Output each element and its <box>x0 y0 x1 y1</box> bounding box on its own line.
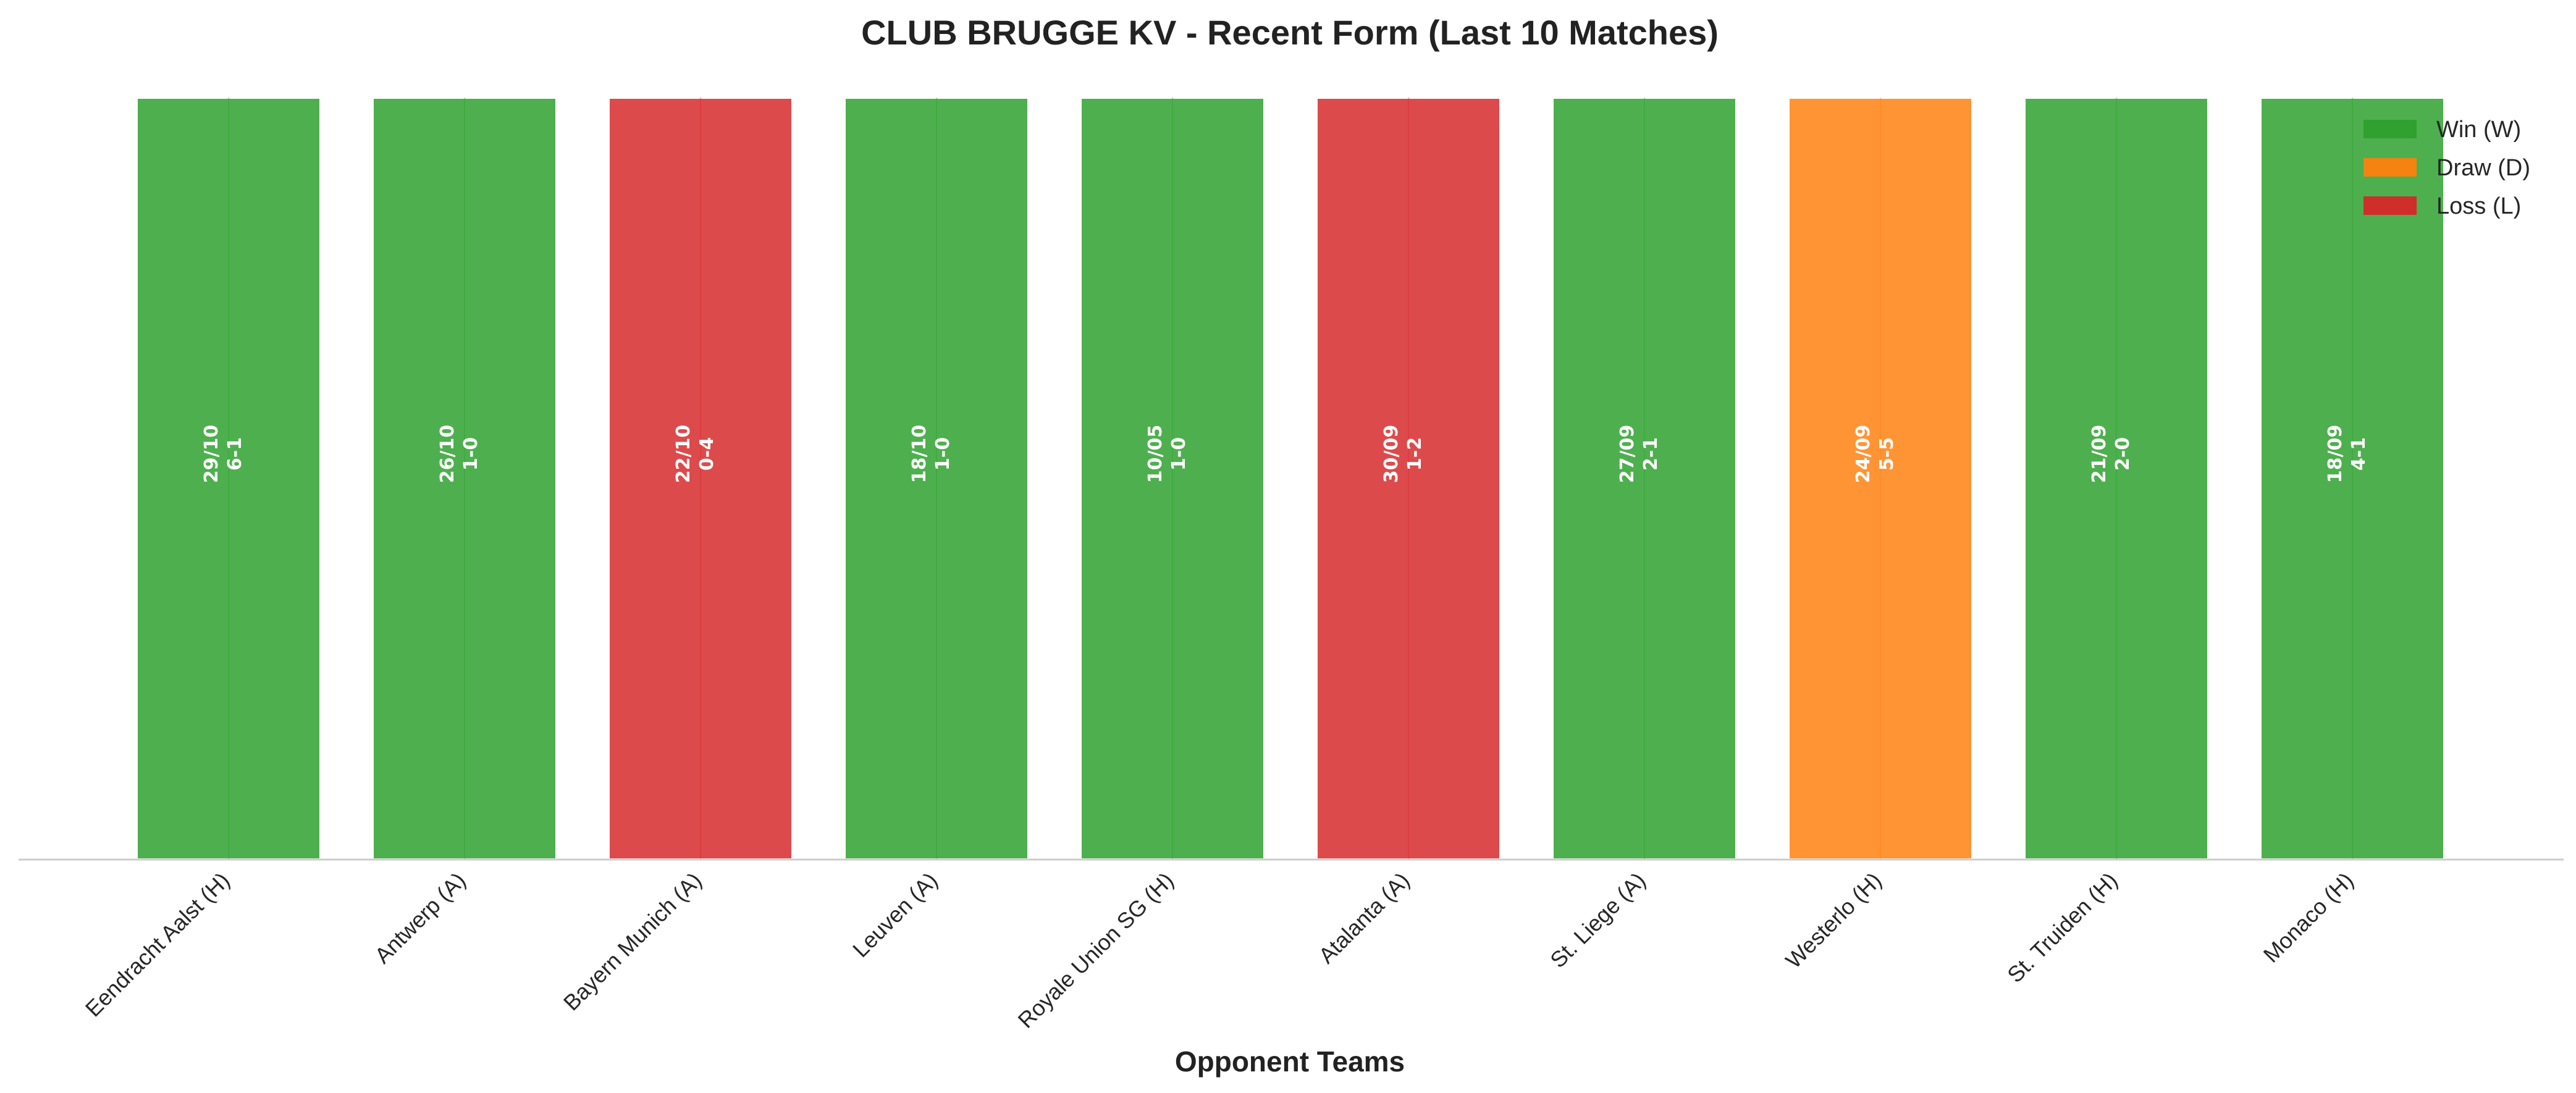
bar-date-label: 30/09 <box>1381 425 1402 483</box>
bar-4 <box>843 96 1030 861</box>
x-tick-label: Westerlo (H) <box>1780 868 1886 973</box>
x-tick-label: Antwerp (A) <box>369 868 470 968</box>
legend-swatch-l <box>2363 196 2417 215</box>
bar-score-label: 2-1 <box>1640 437 1662 471</box>
bar-date-label: 18/10 <box>909 425 930 483</box>
bar-8 <box>1787 96 1974 861</box>
bar-10 <box>2259 96 2446 861</box>
chart-title: CLUB BRUGGE KV - Recent Form (Last 10 Ma… <box>861 13 1719 52</box>
bars-group: 29/10 6-1 26/10 1-0 22/10 0-4 18/10 1-0 10/05 1-0… <box>135 96 2446 861</box>
x-tick-label: Monaco (H) <box>2258 868 2359 968</box>
legend-label-l: Loss (L) <box>2436 193 2521 219</box>
bar-score-label: 4-1 <box>2348 437 2370 471</box>
bar-date-label: 29/10 <box>201 425 222 483</box>
legend: Win (W) Draw (D) Loss (L) <box>2363 117 2530 219</box>
x-tick-label: Atalanta (A) <box>1313 868 1414 968</box>
x-axis-label: Opponent Teams <box>1175 1045 1405 1078</box>
bar-score-label: 2-0 <box>2112 437 2134 471</box>
bar-date-label: 24/09 <box>1853 425 1874 483</box>
bar-5 <box>1079 96 1266 861</box>
bar-score-label: 0-4 <box>696 437 718 471</box>
bar-score-label: 1-2 <box>1404 437 1426 471</box>
bar-2 <box>371 96 558 861</box>
x-tick-label: Leuven (A) <box>848 868 943 963</box>
bar-3 <box>607 96 794 861</box>
legend-swatch-w <box>2363 120 2417 138</box>
bar-date-label: 27/09 <box>1617 425 1638 483</box>
x-tick-label: St. Liege (A) <box>1545 868 1650 973</box>
bar-score-label: 1-0 <box>932 437 954 471</box>
bar-date-label: 22/10 <box>673 425 694 483</box>
bar-date-label: 10/05 <box>1145 425 1166 483</box>
x-tick-label: Bayern Munich (A) <box>558 868 707 1016</box>
bar-score-label: 5-5 <box>1876 437 1898 471</box>
x-tick-label: Eendracht Aalst (H) <box>80 868 235 1022</box>
x-tick-labels: Eendracht Aalst (H) Antwerp (A) Bayern Mun… <box>80 868 2359 1033</box>
legend-label-d: Draw (D) <box>2436 155 2530 181</box>
bar-score-label: 1-0 <box>460 437 482 471</box>
bar-7 <box>1551 96 1738 861</box>
bar-6 <box>1315 96 1502 861</box>
bar-date-label: 21/09 <box>2089 425 2110 483</box>
bar-score-label: 1-0 <box>1168 437 1190 471</box>
legend-swatch-d <box>2363 158 2417 177</box>
bar-date-label: 26/10 <box>437 425 458 483</box>
bar-1 <box>135 96 322 861</box>
x-tick-label: Royale Union SG (H) <box>1013 868 1179 1033</box>
legend-label-w: Win (W) <box>2436 117 2521 143</box>
bar-date-label: 18/09 <box>2325 425 2346 483</box>
bar-score-label: 6-1 <box>224 437 246 471</box>
x-tick-label: St. Truiden (H) <box>2002 868 2123 988</box>
